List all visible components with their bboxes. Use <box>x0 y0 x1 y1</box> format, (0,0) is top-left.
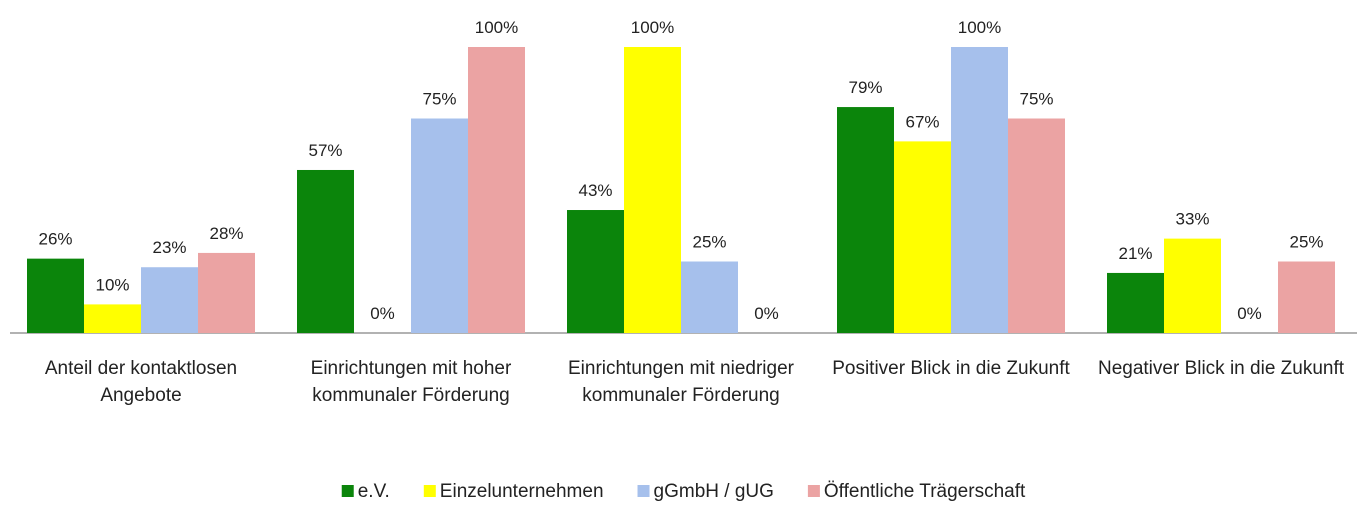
bar <box>894 141 951 333</box>
value-label: 23% <box>152 238 186 257</box>
legend-swatch <box>423 485 436 497</box>
x-tick-label-box: Einrichtungen mit niedriger kommunaler F… <box>567 358 794 406</box>
legend-swatch <box>341 485 354 497</box>
x-tick-label-box: Anteil der kontaktlosen Angebote <box>44 358 238 406</box>
value-label: 25% <box>1289 233 1323 252</box>
value-label: 10% <box>95 275 129 294</box>
x-tick-label-box: Negativer Blick in die Zukunft <box>1097 358 1345 379</box>
value-label: 0% <box>754 304 779 323</box>
bar <box>1107 272 1164 333</box>
value-label: 0% <box>370 304 395 323</box>
bar <box>1008 118 1065 333</box>
bar <box>411 118 468 333</box>
value-label: 0% <box>1237 304 1262 323</box>
legend-label: gGmbH / gUG <box>654 481 774 502</box>
legend-swatch <box>807 485 820 497</box>
value-label: 26% <box>38 230 72 249</box>
x-tick-label: Einrichtungen mit niedriger kommunaler F… <box>567 358 794 406</box>
x-tick-label: Positiver Blick in die Zukunft <box>832 358 1070 379</box>
value-label: 57% <box>308 141 342 160</box>
value-label: 33% <box>1175 210 1209 229</box>
bar <box>468 47 525 333</box>
bar <box>951 47 1008 333</box>
x-tick-label-box: Einrichtungen mit hoher kommunaler Förde… <box>310 358 512 406</box>
value-label: 100% <box>475 18 518 37</box>
value-label: 75% <box>1019 90 1053 109</box>
x-tick-label: Anteil der kontaktlosen Angebote <box>44 358 238 406</box>
legend-swatch <box>637 485 650 497</box>
value-label: 21% <box>1118 244 1152 263</box>
value-label: 100% <box>631 18 674 37</box>
bar <box>1164 238 1221 333</box>
bar <box>624 47 681 333</box>
x-tick-label: Negativer Blick in die Zukunft <box>1097 358 1345 379</box>
value-label: 28% <box>209 224 243 243</box>
bar <box>84 304 141 333</box>
value-label: 75% <box>422 90 456 109</box>
bar <box>27 258 84 333</box>
value-label: 25% <box>692 233 726 252</box>
bar <box>297 169 354 333</box>
legend-label: Öffentliche Trägerschaft <box>824 481 1026 502</box>
bar <box>1278 261 1335 333</box>
legend-label: Einzelunternehmen <box>440 481 604 502</box>
value-label: 100% <box>958 18 1001 37</box>
value-label: 43% <box>578 181 612 200</box>
bar <box>681 261 738 333</box>
bar <box>567 210 624 333</box>
legend: e.V. Einzelunternehmen gGmbH / gUG Öffentli… <box>341 481 1026 502</box>
bar <box>198 252 255 333</box>
value-label: 79% <box>848 78 882 97</box>
x-tick-label-box: Positiver Blick in die Zukunft <box>832 358 1070 379</box>
value-label: 67% <box>905 112 939 131</box>
bar <box>141 267 198 333</box>
x-tick-label: Einrichtungen mit hoher kommunaler Förde… <box>310 358 512 406</box>
legend-label: e.V. <box>358 481 390 502</box>
bar <box>837 107 894 333</box>
